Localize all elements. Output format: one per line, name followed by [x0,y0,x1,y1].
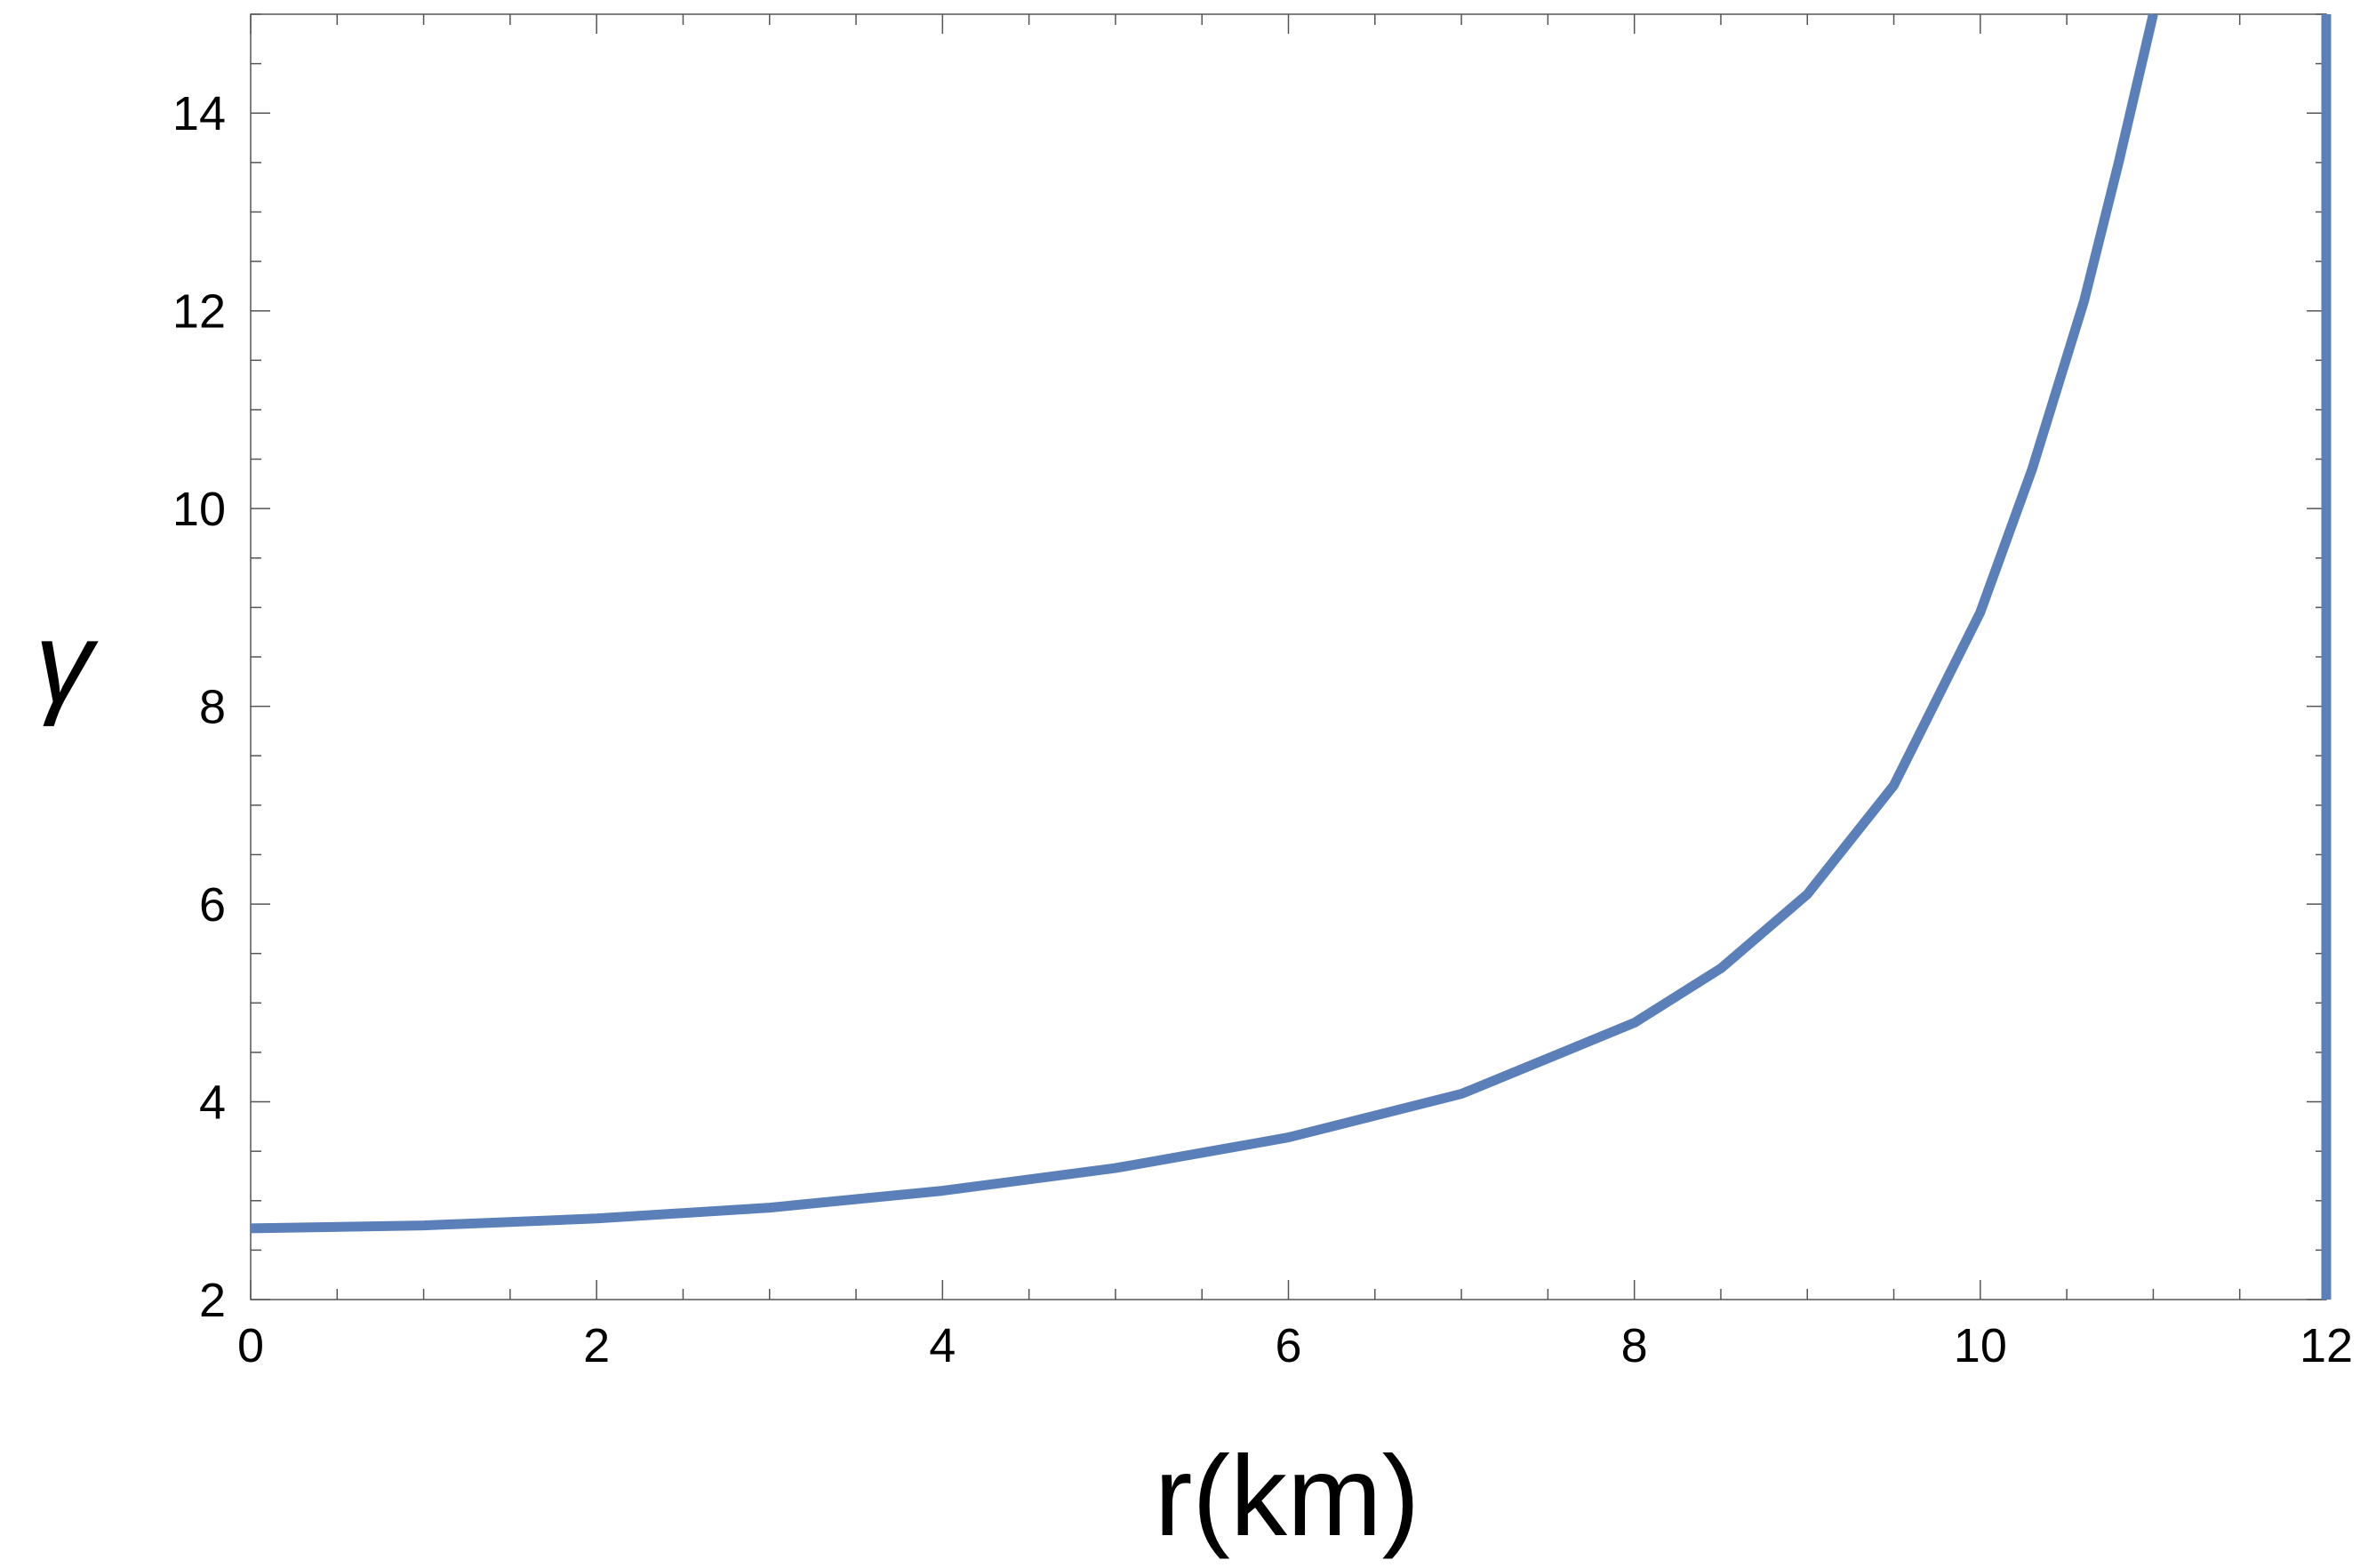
x-tick-label: 8 [1621,1319,1648,1372]
y-tick-label: 8 [199,681,226,734]
series-layer [250,12,2332,1300]
plot-frame [250,13,2327,1300]
x-axis-title: r(km) [1155,1433,1420,1560]
x-tick-label: 0 [237,1319,264,1372]
x-tick-label: 4 [929,1319,956,1372]
x-tick-label: 10 [1954,1319,2007,1372]
y-tick-label: 2 [199,1274,226,1327]
y-tick-label: 14 [172,87,226,140]
y-tick-label: 4 [199,1076,226,1130]
x-tick-label: 2 [583,1319,610,1372]
y-axis-title: γ [36,597,100,727]
series-line-gamma [250,12,2158,1234]
y-tick-label: 10 [172,483,226,536]
x-tick-label: 6 [1275,1319,1301,1372]
y-tick-label: 12 [172,285,226,339]
y-tick-label: 6 [199,878,226,932]
axes [250,13,2327,1300]
x-tick-label: 12 [2300,1319,2353,1372]
